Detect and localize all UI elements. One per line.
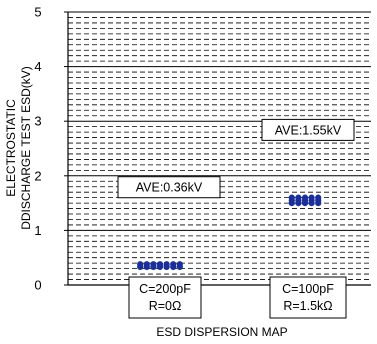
data-point	[163, 261, 170, 268]
annotations: AVE:0.36kV AVE:1.55kV	[117, 118, 355, 199]
axis-labels: ELECTROSTATIC DDISCHARGE TEST ESD(kV) ESD …	[4, 66, 288, 339]
annotation-box: AVE:1.55kV	[261, 118, 355, 141]
data-point	[170, 261, 177, 268]
annotation-text: AVE:0.36kV	[136, 181, 203, 195]
category-label-line: C=100pF	[282, 282, 334, 296]
y-tick-label: 5	[34, 5, 41, 20]
category-frame	[269, 276, 347, 319]
data-point	[176, 261, 183, 268]
category-label-box: C=100pF R=1.5kΩ	[269, 276, 347, 319]
data-point	[315, 194, 322, 201]
annotation-text: AVE:1.55kV	[275, 123, 342, 137]
category-frame	[128, 276, 202, 319]
data-point	[308, 194, 315, 201]
category-label-line: R=0Ω	[149, 299, 182, 313]
annotation-frame	[117, 176, 221, 199]
data-point	[295, 194, 302, 201]
y-tick-label: 2	[34, 168, 41, 183]
y-tick-label: 3	[34, 114, 41, 129]
y-tick-label: 0	[34, 278, 41, 293]
category-label-line: C=200pF	[139, 282, 191, 296]
y-tick-labels: 0 1 2 3 4 5	[34, 5, 68, 293]
data-point	[301, 194, 309, 201]
data-point	[150, 261, 157, 268]
data-point	[143, 261, 150, 268]
category-labels: C=200pF R=0Ω C=100pF R=1.5kΩ	[128, 276, 347, 319]
category-label-box: C=200pF R=0Ω	[128, 276, 202, 319]
y-tick-label: 4	[34, 59, 41, 74]
annotation-box: AVE:0.36kV	[117, 176, 221, 199]
data-point	[288, 194, 295, 201]
data-points	[137, 194, 322, 271]
category-label-line: R=1.5kΩ	[283, 299, 332, 313]
y-tick-label: 1	[34, 223, 41, 238]
annotation-frame	[261, 118, 355, 141]
data-point	[156, 261, 164, 268]
y-axis-label: ELECTROSTATIC	[4, 99, 18, 197]
x-axis-label: ESD DISPERSION MAP	[156, 325, 287, 339]
y-axis-label: DDISCHARGE TEST ESD(kV)	[19, 66, 33, 230]
data-point	[137, 261, 144, 268]
